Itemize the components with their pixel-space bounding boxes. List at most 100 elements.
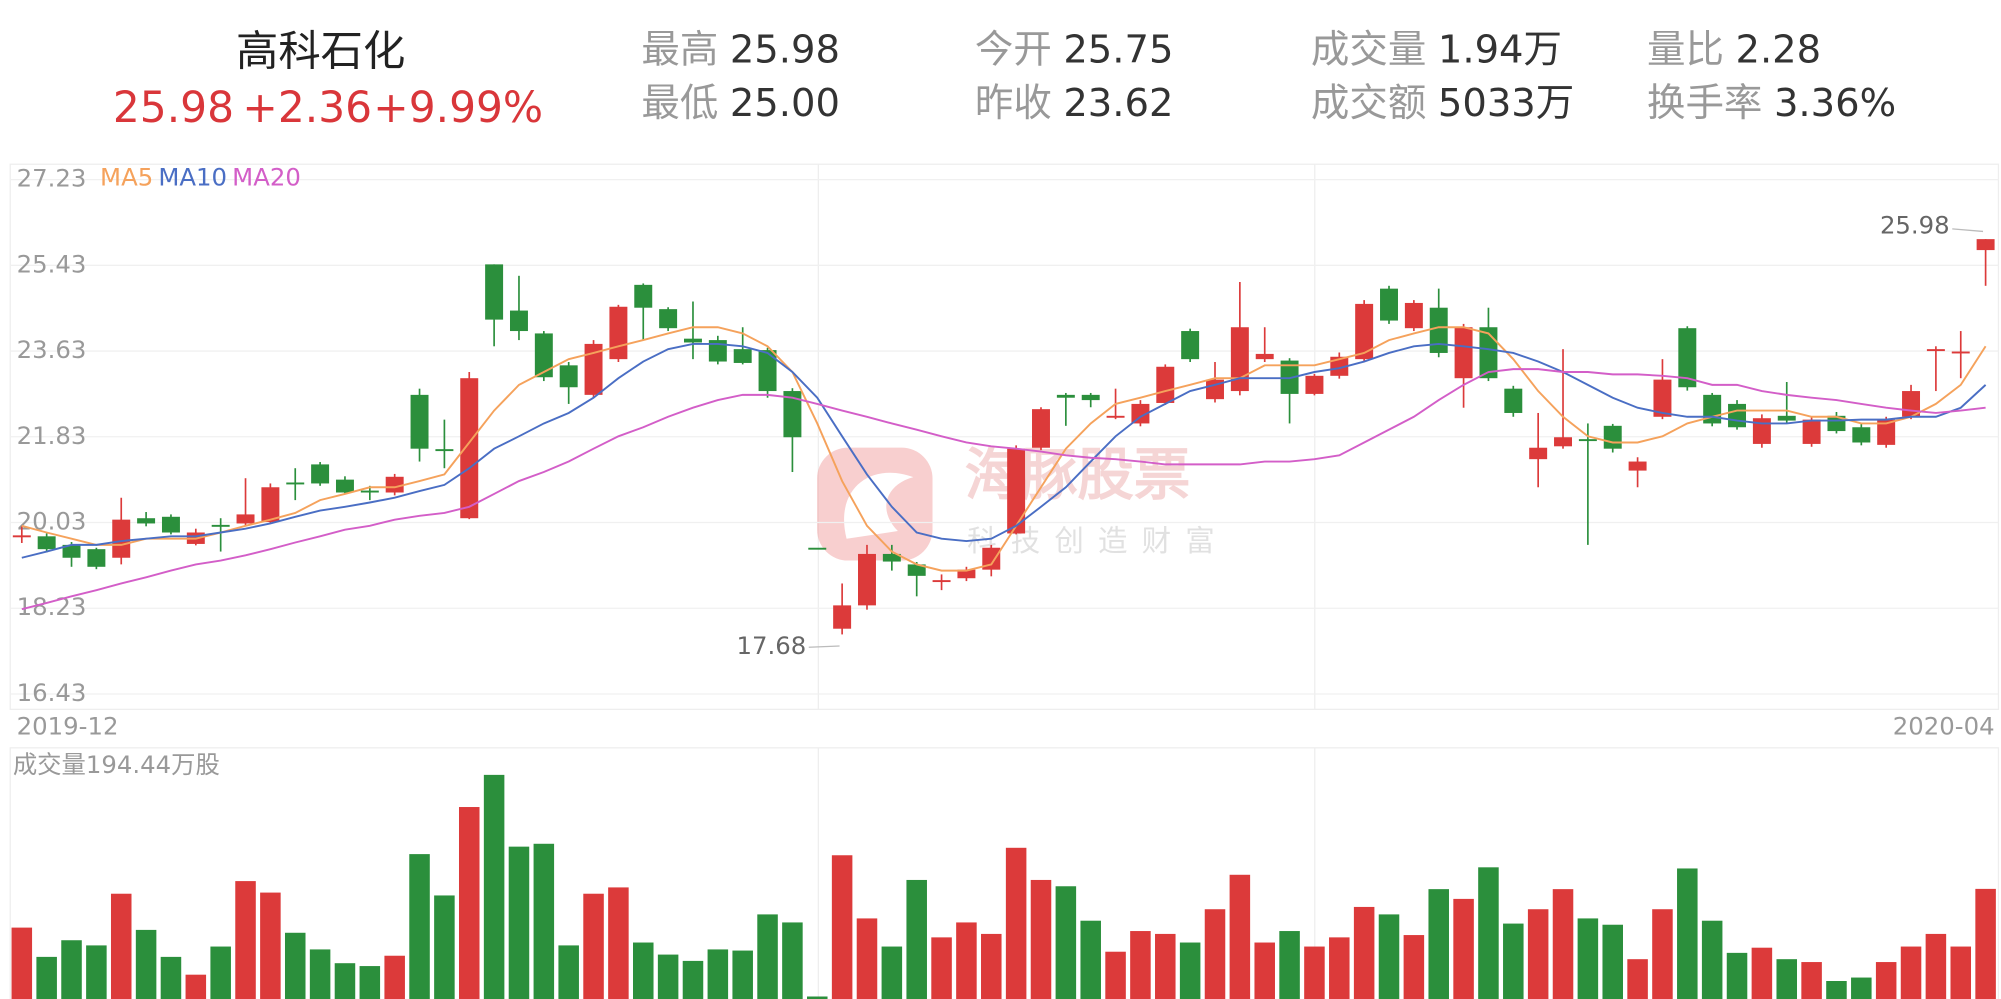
candle-body	[1081, 394, 1100, 401]
candle-body	[1131, 403, 1150, 424]
candle-body	[1554, 437, 1572, 447]
volume-bar	[458, 807, 480, 999]
stats: 最高 25.98 今开 25.75 成交量 1.94万 量比 2.28 最低 25.00 昨收 23.…	[641, 27, 1896, 126]
stat-label: 今开	[975, 27, 1052, 72]
max-label: 25.98	[1880, 210, 1950, 239]
volume-bar	[831, 855, 853, 999]
volume-bar	[1851, 977, 1872, 999]
candle-body	[1777, 415, 1796, 421]
candle-body	[1230, 327, 1249, 392]
volume-bar	[1900, 946, 1922, 999]
stat-value: 3.36%	[1774, 81, 1896, 126]
y-tick-label: 25.43	[17, 249, 87, 278]
candle-body	[659, 309, 678, 329]
volume-bar	[807, 996, 828, 999]
volume-panel	[9, 747, 2000, 999]
candle-body	[1752, 418, 1771, 444]
volume-bar	[36, 956, 57, 999]
candle-body	[1504, 388, 1523, 413]
candle-body	[584, 343, 603, 395]
candle-body	[311, 464, 330, 484]
stat: 成交额 5033万	[1311, 81, 1574, 126]
candle-body	[360, 490, 379, 493]
candle-body	[858, 553, 876, 606]
candle-body	[932, 580, 951, 583]
change-pct: +9.99%	[373, 83, 543, 132]
candle-body	[683, 338, 702, 343]
candle-body	[1678, 328, 1697, 388]
volume-bar	[881, 946, 903, 999]
stat-value: 23.62	[1063, 81, 1173, 126]
volume-bar	[682, 960, 704, 999]
stat-value: 5033万	[1438, 81, 1574, 126]
volume-bar	[782, 922, 803, 999]
volume-bar	[334, 963, 356, 999]
candle-body	[1628, 461, 1647, 471]
candle-body	[385, 476, 404, 493]
volume-bar	[1030, 879, 1052, 999]
stat: 换手率 3.36%	[1647, 81, 1896, 126]
y-tick-label: 27.23	[17, 164, 87, 193]
max-leader	[1952, 228, 1984, 233]
stat-value: 25.75	[1063, 27, 1173, 72]
candle-body	[236, 514, 255, 524]
y-tick-label: 20.03	[17, 507, 87, 536]
volume-bar	[1677, 868, 1698, 999]
volume-bar	[931, 937, 952, 999]
candle-body	[1578, 439, 1597, 442]
volume-bar	[359, 966, 381, 999]
candle-body	[609, 306, 628, 360]
ma-line	[21, 326, 1987, 572]
candle-body	[1355, 303, 1374, 360]
volume-bar	[558, 945, 579, 999]
candle-body	[509, 310, 528, 332]
stat-label: 换手率	[1647, 81, 1762, 126]
volume-bar	[1875, 962, 1897, 999]
volume-bar	[135, 929, 157, 999]
volume-bar	[757, 914, 778, 999]
y-tick-label: 18.23	[17, 592, 87, 621]
volume-title: 成交量194.44万股	[13, 750, 220, 779]
volume-bar	[1478, 867, 1499, 999]
volume-bar	[508, 846, 530, 999]
volume-bar	[1801, 962, 1822, 999]
volume-bar	[409, 854, 430, 999]
volume-bar	[1130, 931, 1151, 999]
volume-bar	[956, 922, 977, 999]
volume-bar	[110, 893, 132, 999]
stat-value: 1.94万	[1438, 27, 1562, 72]
candle-body	[708, 340, 727, 362]
volume-bar	[434, 895, 455, 999]
candle-body	[1529, 447, 1548, 460]
stat: 今开 25.75	[975, 27, 1174, 72]
candle-body	[1380, 288, 1398, 321]
candle-body	[137, 518, 156, 524]
candle-body	[808, 547, 827, 550]
volume-bar	[1304, 946, 1325, 999]
candle-body	[733, 349, 752, 363]
price: 25.98	[113, 83, 234, 132]
volume-bar	[11, 927, 33, 999]
candle-body	[1007, 448, 1026, 534]
volume-bar	[1080, 920, 1101, 999]
candle-body	[161, 516, 180, 533]
volume-bar	[1751, 947, 1773, 999]
legend: MA5 MA10 MA20	[100, 162, 301, 191]
candle-body	[12, 535, 31, 538]
stat-label: 成交量	[1311, 27, 1426, 72]
candle-body	[335, 479, 354, 493]
volume-bar	[906, 879, 927, 999]
candle-body	[1156, 366, 1175, 403]
stat-value: 25.00	[730, 81, 840, 126]
candle-body	[87, 549, 106, 567]
volume-bar	[1975, 888, 1996, 999]
stat-value: 25.98	[730, 27, 840, 72]
volume-bar	[1055, 886, 1077, 999]
volume-bar	[533, 843, 555, 999]
stat-label: 最高	[641, 27, 718, 72]
volume-bar	[1005, 847, 1027, 999]
volume-bar	[1726, 952, 1748, 999]
ma-line	[21, 342, 1987, 559]
volume-bar	[1403, 935, 1425, 999]
